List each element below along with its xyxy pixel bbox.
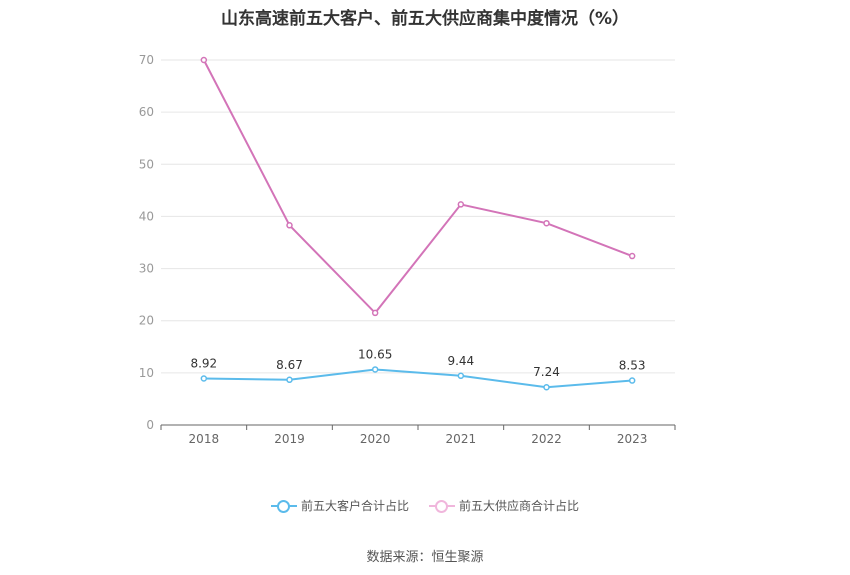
y-tick-label: 0 bbox=[146, 418, 154, 432]
data-point bbox=[543, 219, 550, 227]
data-point bbox=[286, 222, 293, 229]
y-tick-label: 60 bbox=[139, 105, 154, 119]
data-point bbox=[628, 377, 636, 384]
series-line-1 bbox=[202, 59, 633, 315]
legend-customers-marker-icon bbox=[270, 499, 297, 513]
data-point bbox=[200, 375, 208, 382]
series-line-0 bbox=[203, 368, 633, 389]
chart-title: 山东高速前五大客户、前五大供应商集中度情况（%） bbox=[220, 9, 630, 29]
y-tick-label: 10 bbox=[139, 366, 154, 380]
data-point bbox=[371, 309, 379, 317]
x-tick-label: 2020 bbox=[360, 432, 391, 446]
data-label: 8.53 bbox=[619, 359, 646, 373]
line-chart: 0 10 20 30 40 50 60 70 2018 2019 2020 2021 2022 2023… bbox=[139, 53, 676, 446]
x-tick-label: 2022 bbox=[531, 432, 562, 446]
data-point bbox=[200, 56, 208, 64]
data-point bbox=[457, 201, 465, 208]
legend-item-suppliers[interactable]: 前五大供应商合计占比 bbox=[429, 497, 579, 514]
data-source: 数据来源：恒生聚源 bbox=[366, 550, 484, 565]
x-tick-label: 2019 bbox=[274, 432, 305, 446]
legend-customers-label: 前五大客户合计占比 bbox=[300, 499, 409, 513]
legend-item-customers[interactable]: 前五大客户合计占比 bbox=[270, 497, 409, 514]
legend-suppliers-marker-icon bbox=[429, 499, 455, 513]
data-point bbox=[371, 366, 379, 373]
data-label: 8.92 bbox=[190, 356, 217, 370]
y-tick-label: 40 bbox=[139, 209, 154, 223]
data-point bbox=[543, 383, 550, 391]
data-label: 7.24 bbox=[533, 365, 560, 379]
y-tick-label: 50 bbox=[139, 157, 154, 171]
x-tick-label: 2021 bbox=[446, 432, 477, 446]
y-tick-label: 70 bbox=[139, 53, 154, 67]
y-tick-label: 20 bbox=[139, 314, 154, 328]
data-point bbox=[457, 372, 465, 380]
y-tick-label: 30 bbox=[139, 262, 154, 276]
data-point bbox=[628, 252, 636, 260]
x-tick-label: 2023 bbox=[617, 432, 648, 446]
data-label: 10.65 bbox=[358, 347, 392, 361]
data-label: 8.67 bbox=[276, 358, 303, 372]
data-label: 9.44 bbox=[447, 354, 474, 368]
legend: 前五大客户合计占比 前五大供应商合计占比 bbox=[0, 497, 850, 514]
data-point bbox=[286, 376, 293, 384]
x-tick-label: 2018 bbox=[189, 432, 220, 446]
legend-suppliers-label: 前五大供应商合计占比 bbox=[459, 499, 580, 513]
